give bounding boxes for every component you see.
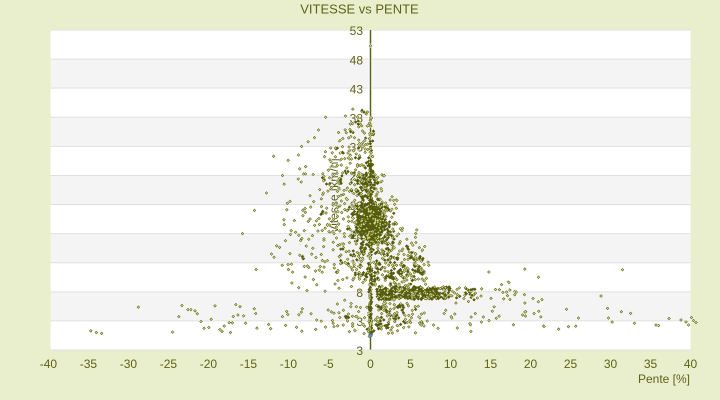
svg-text:-35: -35: [80, 357, 98, 371]
svg-text:8: 8: [356, 286, 363, 300]
svg-text:15: 15: [484, 357, 498, 371]
svg-text:-30: -30: [120, 357, 138, 371]
svg-text:VITESSE vs PENTE: VITESSE vs PENTE: [300, 2, 419, 17]
svg-text:3: 3: [356, 344, 363, 358]
svg-text:30: 30: [604, 357, 618, 371]
svg-text:40: 40: [684, 357, 698, 371]
svg-text:35: 35: [644, 357, 658, 371]
svg-text:-40: -40: [40, 357, 58, 371]
svg-text:5: 5: [407, 357, 414, 371]
svg-text:Pente [%]: Pente [%]: [638, 372, 690, 386]
svg-text:48: 48: [350, 53, 364, 67]
svg-text:0: 0: [367, 357, 374, 371]
svg-text:-20: -20: [200, 357, 218, 371]
svg-text:10: 10: [444, 357, 458, 371]
svg-text:53: 53: [350, 24, 364, 38]
svg-text:43: 43: [350, 82, 364, 96]
svg-text:25: 25: [564, 357, 578, 371]
svg-text:-10: -10: [280, 357, 298, 371]
svg-text:20: 20: [524, 357, 538, 371]
svg-text:-15: -15: [240, 357, 258, 371]
svg-text:-5: -5: [323, 357, 334, 371]
svg-text:3: 3: [356, 315, 363, 329]
svg-text:-25: -25: [160, 357, 178, 371]
